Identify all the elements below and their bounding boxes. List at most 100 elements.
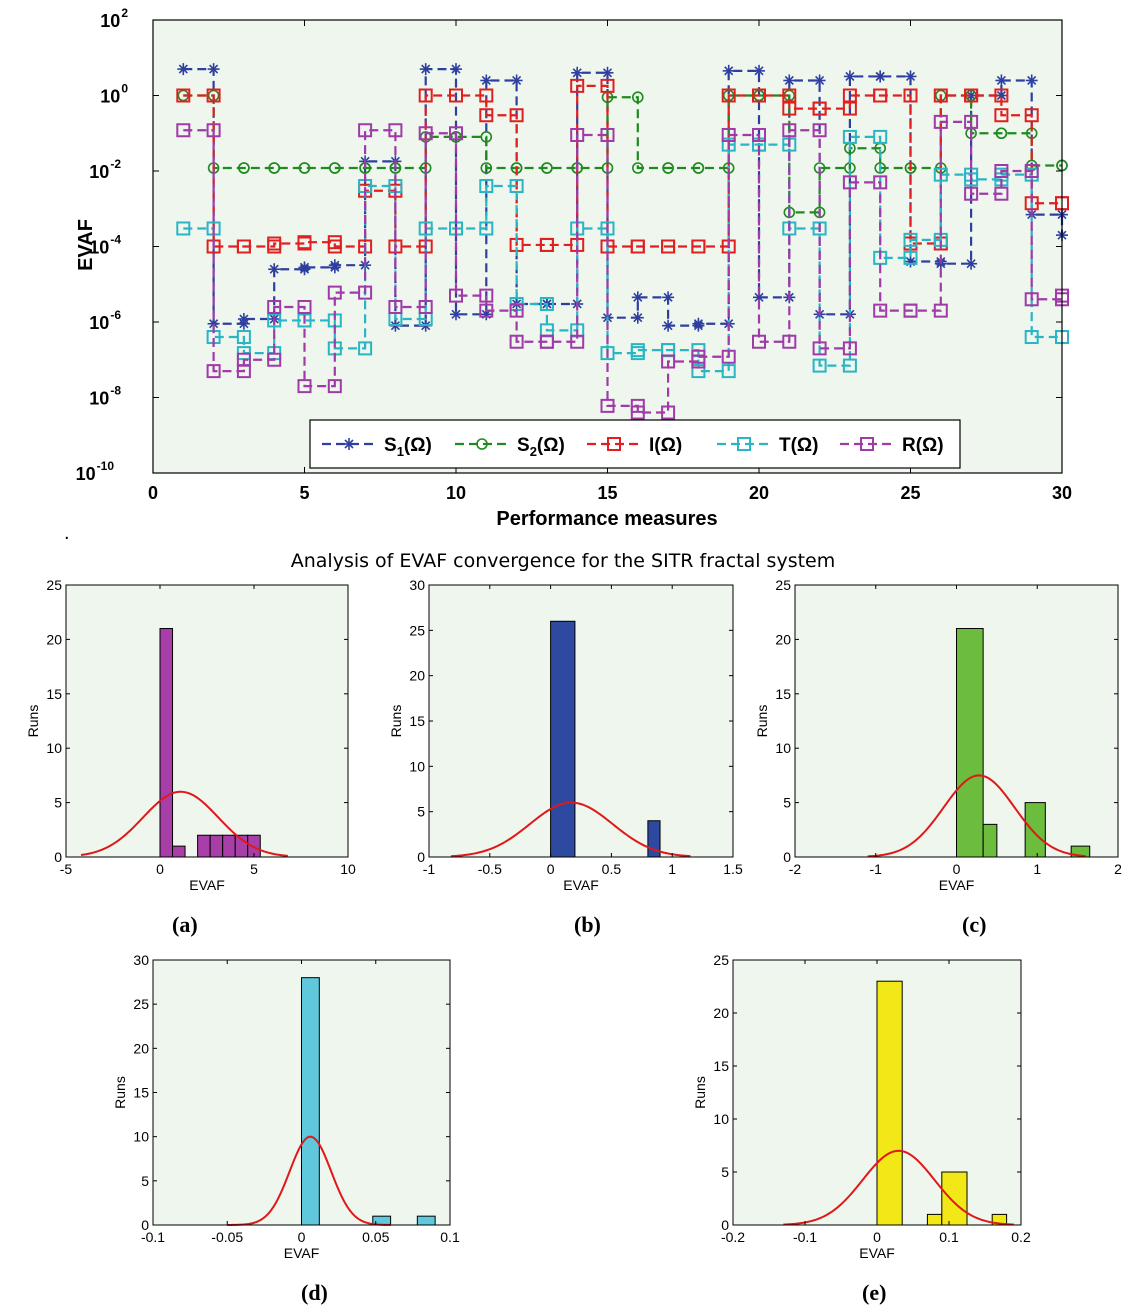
hist-y-axis-label: Runs — [25, 705, 41, 738]
marker-square — [721, 137, 736, 152]
marker-square — [752, 88, 766, 103]
main-x-tick-label: 5 — [299, 483, 309, 503]
hist-y-tick-label: 15 — [775, 686, 791, 702]
hist-y-tick-label: 10 — [775, 740, 791, 756]
marker-square — [782, 101, 797, 116]
hist-y-tick-label: 20 — [133, 1040, 149, 1056]
hist-y-tick-label: 15 — [713, 1058, 729, 1074]
marker-square — [267, 299, 282, 314]
hist-y-tick-label: 10 — [133, 1129, 149, 1145]
marker-circle — [662, 162, 674, 174]
hist-x-tick-label: 2 — [1114, 861, 1122, 877]
main-y-tick-label: 10-10 — [76, 459, 115, 484]
marker-circle — [631, 91, 644, 104]
marker-square — [509, 334, 524, 349]
hist-x-axis-label: EVAF — [189, 877, 225, 893]
hist-y-axis-label: Runs — [388, 705, 404, 738]
marker-square — [842, 341, 857, 356]
marker-square — [994, 164, 1009, 178]
marker-square — [206, 123, 221, 138]
hist-x-tick-label: 0 — [953, 861, 961, 877]
marker-square — [812, 123, 827, 138]
marker-square — [903, 303, 918, 318]
legend-label: S1(Ω) — [384, 435, 432, 459]
marker-star — [328, 259, 341, 272]
marker-star — [631, 311, 644, 324]
marker-square — [873, 129, 888, 144]
marker-square — [206, 364, 221, 379]
marker-square — [752, 127, 766, 142]
hist-fit-curve — [450, 801, 691, 858]
hist-bar — [209, 834, 224, 858]
marker-square — [539, 237, 554, 252]
hist-bar — [941, 1171, 968, 1226]
hist-y-tick-label: 25 — [46, 578, 62, 593]
marker-square — [607, 437, 621, 451]
hist-y-tick-label: 25 — [133, 996, 149, 1012]
main-x-tick-label: 0 — [148, 483, 158, 503]
caption-d: (d) — [301, 1280, 328, 1305]
main-x-tick-label: 25 — [900, 483, 920, 503]
hist-x-tick-label: 1 — [668, 861, 676, 877]
main-x-axis-label: Performance measures — [496, 508, 717, 530]
hist-y-tick-label: 10 — [713, 1111, 729, 1127]
hist-x-axis-label: EVAF — [939, 877, 975, 893]
hist-y-tick-label: 15 — [133, 1085, 149, 1101]
hist-y-tick-label: 10 — [409, 758, 425, 774]
hist-x-axis-label: EVAF — [563, 877, 599, 893]
marker-star — [480, 74, 493, 87]
hist-x-tick-label: -1 — [423, 861, 436, 877]
marker-star — [753, 64, 765, 77]
hist-y-tick-label: 0 — [417, 849, 425, 865]
marker-star — [904, 70, 917, 83]
marker-circle — [631, 162, 644, 174]
marker-circle — [480, 131, 493, 143]
legend-item-4: R(Ω) — [840, 435, 944, 456]
marker-star — [450, 63, 462, 76]
hist-x-tick-label: 0.1 — [440, 1229, 460, 1245]
legend-suffix: (Ω) — [654, 435, 682, 456]
main-legend: S1(Ω) S2(Ω) I(Ω) T(Ω) R(Ω) — [309, 419, 961, 469]
hist-bar — [926, 1213, 943, 1226]
marker-square — [388, 299, 403, 314]
marker-star — [510, 74, 523, 87]
series-4 — [176, 114, 1069, 420]
marker-square — [600, 398, 615, 413]
main-y-tick-label: 10-8 — [89, 384, 121, 409]
hist-plot-frame — [65, 584, 349, 858]
marker-square — [721, 88, 736, 103]
legend-item-2: I(Ω) — [587, 435, 682, 456]
marker-square — [479, 179, 494, 194]
hist-x-tick-label: 0.05 — [362, 1229, 389, 1245]
marker-square — [737, 437, 751, 451]
main-y-tick-label: 10-6 — [89, 308, 121, 333]
hist-y-tick-label: 30 — [133, 955, 149, 968]
marker-circle — [783, 206, 796, 219]
marker-square — [842, 358, 857, 373]
marker-star — [692, 317, 705, 330]
legend-label: T(Ω) — [779, 435, 819, 456]
hist-y-axis-label: Runs — [692, 1076, 708, 1109]
hist-plot-background — [429, 585, 733, 857]
legend-suffix: (Ω) — [537, 435, 565, 456]
hist-fit-curve — [783, 1149, 1014, 1226]
marker-square — [1024, 292, 1039, 307]
hist-bar — [197, 834, 211, 858]
marker-square — [1024, 330, 1039, 345]
marker-square — [691, 364, 706, 379]
marker-star — [237, 313, 250, 326]
marker-square — [691, 349, 706, 364]
hist-y-axis-label: Runs — [112, 1076, 128, 1109]
marker-square — [812, 101, 827, 116]
hist-x-tick-label: -5 — [60, 861, 73, 877]
marker-square — [842, 175, 857, 190]
main-y-tick-exponent: -6 — [110, 308, 121, 322]
marker-square — [1024, 108, 1039, 123]
hist-y-tick-label: 25 — [713, 955, 729, 968]
marker-square — [600, 78, 615, 93]
main-y-tick-exponent: -10 — [97, 459, 115, 473]
hist-plot-background — [66, 585, 348, 857]
marker-star — [207, 63, 220, 76]
marker-square — [267, 313, 282, 328]
marker-square — [509, 303, 524, 318]
